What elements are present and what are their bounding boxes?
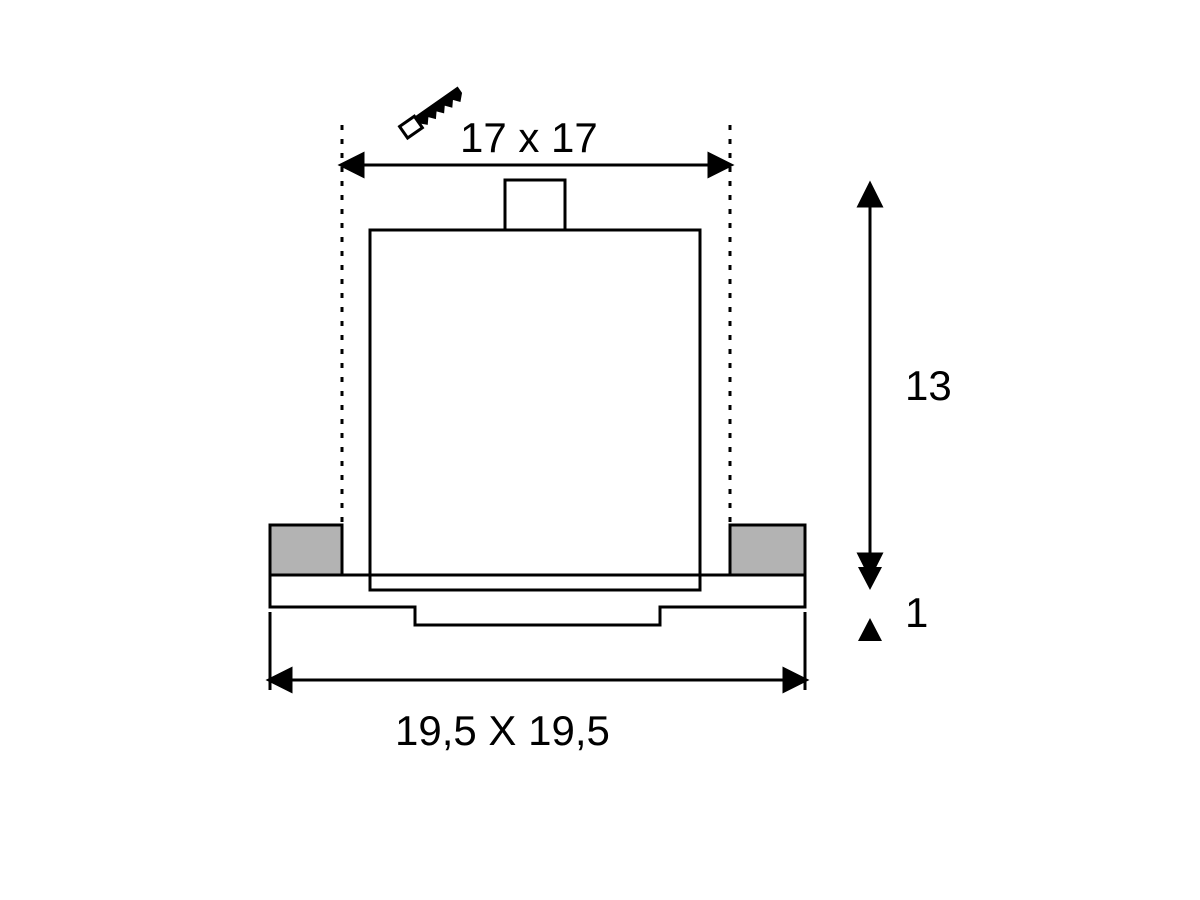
flange-depth-label: 1 (905, 589, 928, 636)
outer-dimension-label: 19,5 X 19,5 (395, 707, 610, 754)
saw-icon (400, 86, 465, 138)
cutout-dimension-label: 17 x 17 (460, 114, 598, 161)
ceiling-block-left (270, 525, 342, 575)
fixture-body (370, 230, 700, 575)
fixture-flange (270, 575, 805, 625)
fixture-connector (505, 180, 565, 230)
dimension-diagram: 17 x 17 13 1 19,5 X 19,5 (0, 0, 1200, 900)
ceiling-block-right (730, 525, 805, 575)
height-dimension-label: 13 (905, 362, 952, 409)
flange-depth-dimension (858, 567, 882, 641)
